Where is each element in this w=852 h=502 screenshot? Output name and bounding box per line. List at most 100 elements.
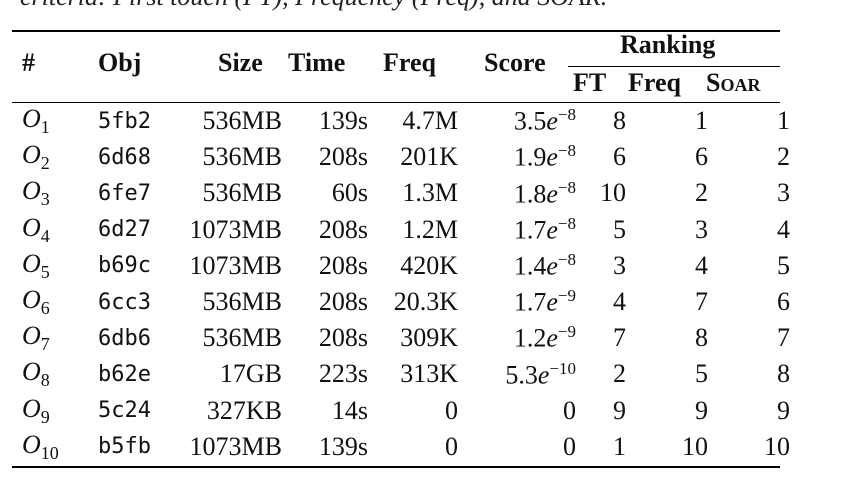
table-row: O1 5fb2 536MB 139s 4.7M 3.5e−8 8 1 1	[12, 103, 790, 139]
row-rank-soar: 3	[777, 178, 790, 208]
row-rank-ft: 7	[613, 323, 626, 353]
row-score: 1.7e−9	[513, 286, 576, 317]
row-rank-freq: 10	[682, 431, 708, 461]
row-id: O7	[22, 321, 50, 355]
top-rule	[12, 30, 780, 32]
row-freq: 201K	[400, 142, 458, 172]
row-score: 1.7e−8	[513, 213, 576, 245]
row-rank-ft: 8	[613, 106, 626, 136]
row-rank-freq: 3	[695, 214, 708, 244]
row-score: 3.5e−8	[513, 105, 576, 136]
row-size: 536MB	[202, 178, 282, 208]
row-rank-freq: 4	[695, 250, 708, 280]
row-obj: b62e	[98, 361, 151, 387]
row-freq: 1.3M	[402, 178, 458, 208]
table-row: O6 6cc3 536MB 208s 20.3K 1.7e−9 4 7 6	[12, 284, 790, 320]
row-rank-ft: 5	[613, 214, 626, 244]
header-obj: Obj	[98, 48, 142, 77]
header-freq: Freq	[383, 48, 436, 77]
row-obj: 6d68	[98, 144, 151, 170]
row-size: 536MB	[202, 142, 282, 172]
row-rank-ft: 1	[613, 431, 626, 461]
row-time: 208s	[318, 323, 368, 353]
row-size: 327KB	[206, 395, 282, 425]
row-rank-ft: 4	[613, 287, 626, 317]
row-obj: 5fb2	[98, 108, 151, 134]
row-time: 208s	[318, 142, 368, 172]
row-rank-ft: 6	[613, 142, 626, 172]
row-id: O9	[22, 393, 50, 427]
table-row: O7 6db6 536MB 208s 309K 1.2e−9 7 8 7	[12, 320, 790, 356]
row-score: 1.4e−8	[513, 250, 576, 281]
table-row: O2 6d68 536MB 208s 201K 1.9e−8 6 6 2	[12, 139, 790, 175]
row-score: 1.2e−9	[513, 322, 576, 354]
row-obj: b5fb	[98, 434, 151, 460]
row-time: 60s	[331, 178, 368, 208]
row-id: O8	[22, 357, 50, 391]
row-score: 0	[563, 431, 576, 461]
row-freq: 0	[445, 431, 458, 461]
row-freq: 0	[445, 395, 458, 425]
table-row: O5 b69c 1073MB 208s 420K 1.4e−8 3 4 5	[12, 248, 790, 284]
row-score: 0	[563, 395, 576, 425]
header-score: Score	[484, 48, 546, 77]
row-time: 208s	[318, 287, 368, 317]
row-rank-ft: 9	[613, 395, 626, 425]
row-size: 1073MB	[189, 431, 282, 461]
header-ranking: Ranking	[620, 30, 716, 59]
table-row: O8 b62e 17GB 223s 313K 5.3e−10 2 5 8	[12, 356, 790, 392]
row-rank-freq: 1	[695, 106, 708, 136]
row-rank-freq: 6	[695, 142, 708, 172]
row-rank-soar: 1	[777, 106, 790, 136]
row-size: 536MB	[202, 287, 282, 317]
row-rank-ft: 2	[613, 359, 626, 389]
row-id: O2	[22, 140, 50, 174]
row-rank-soar: 6	[777, 287, 790, 317]
row-id: O4	[22, 212, 50, 246]
row-time: 208s	[318, 214, 368, 244]
row-freq: 1.2M	[402, 214, 458, 244]
header-size: Size	[218, 48, 263, 77]
row-obj: 6db6	[98, 325, 151, 351]
bottom-rule	[12, 466, 780, 468]
row-freq: 420K	[400, 250, 458, 280]
row-rank-soar: 5	[777, 250, 790, 280]
table-row: O9 5c24 327KB 14s 0 0 9 9 9	[12, 393, 790, 429]
row-id: O6	[22, 284, 50, 319]
row-score: 1.9e−8	[513, 141, 576, 173]
header-soar: Soar	[706, 68, 761, 97]
row-rank-soar: 10	[764, 431, 790, 461]
row-size: 536MB	[202, 106, 282, 136]
row-time: 14s	[331, 395, 368, 425]
header-ft: FT	[573, 68, 607, 97]
row-size: 536MB	[202, 323, 282, 353]
row-rank-ft: 10	[600, 178, 626, 208]
row-id: O1	[22, 104, 50, 138]
row-rank-soar: 7	[777, 323, 790, 353]
row-size: 17GB	[219, 359, 282, 389]
row-time: 139s	[318, 106, 368, 136]
table-row: O10 b5fb 1073MB 139s 0 0 1 10 10	[12, 429, 790, 465]
results-table: O1 5fb2 536MB 139s 4.7M 3.5e−8 8 1 1 O2 6d68 536MB 2…	[12, 103, 790, 465]
row-id: O5	[22, 248, 50, 282]
header-time: Time	[288, 48, 346, 77]
header-rank-freq: Freq	[628, 68, 681, 97]
row-time: 139s	[318, 431, 368, 461]
row-freq: 309K	[400, 323, 458, 353]
row-obj: 6d27	[98, 217, 151, 243]
row-rank-freq: 2	[695, 178, 708, 208]
row-obj: 6fe7	[98, 180, 151, 206]
row-freq: 4.7M	[402, 106, 458, 136]
row-obj: 6cc3	[98, 289, 151, 315]
header-id: #	[22, 48, 35, 77]
row-time: 208s	[318, 250, 368, 280]
row-rank-freq: 7	[695, 287, 708, 317]
row-id: O3	[22, 176, 50, 210]
row-rank-freq: 9	[695, 395, 708, 425]
row-size: 1073MB	[189, 250, 282, 280]
ranking-rule	[568, 66, 780, 67]
row-time: 223s	[318, 359, 368, 389]
row-rank-soar: 4	[777, 214, 790, 244]
row-freq: 20.3K	[393, 287, 458, 317]
table-caption: criteria: First touch (FT), Frequency (F…	[20, 0, 607, 12]
